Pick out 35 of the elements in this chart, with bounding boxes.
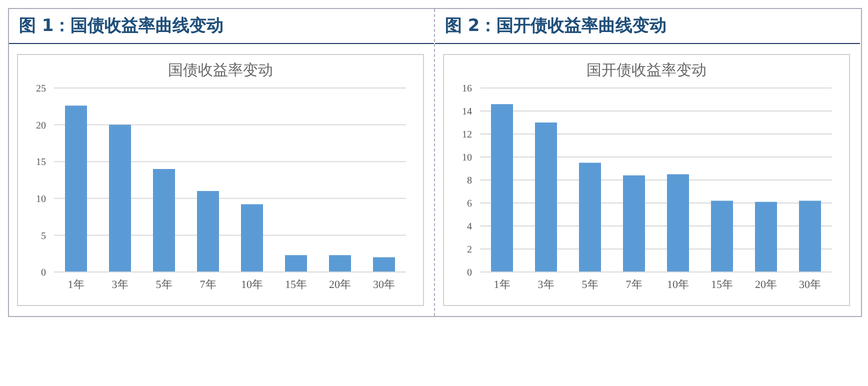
y-tick-label: 5 xyxy=(41,230,46,242)
chart-subtitle: 国债收益率变动 xyxy=(167,61,274,80)
chart-title: 图 2：国开债收益率曲线变动 xyxy=(435,9,860,44)
x-tick-label: 15年 xyxy=(711,278,733,291)
y-tick-label: 4 xyxy=(467,222,472,233)
x-tick-label: 15年 xyxy=(285,278,307,291)
x-tick-label: 1年 xyxy=(494,278,510,291)
x-tick-label: 20年 xyxy=(329,278,351,291)
y-tick-label: 0 xyxy=(41,268,46,279)
y-tick-label: 10 xyxy=(36,194,46,205)
y-tick-label: 2 xyxy=(467,244,472,256)
x-tick-label: 10年 xyxy=(667,278,689,291)
y-tick-label: 12 xyxy=(462,130,472,141)
chart-subtitle: 国开债收益率变动 xyxy=(586,61,708,80)
x-tick-label: 3年 xyxy=(538,278,554,291)
x-tick-label: 10年 xyxy=(241,278,263,291)
x-tick-label: 30年 xyxy=(373,278,395,291)
x-tick-label: 5年 xyxy=(156,278,172,291)
y-tick-label: 0 xyxy=(467,268,472,279)
y-tick-label: 6 xyxy=(467,198,472,210)
x-tick-label: 30年 xyxy=(799,278,821,291)
y-tick-label: 25 xyxy=(36,84,46,95)
x-tick-label: 1年 xyxy=(68,278,84,291)
y-tick-label: 10 xyxy=(462,152,472,164)
x-tick-label: 7年 xyxy=(200,278,216,291)
y-tick-label: 20 xyxy=(36,120,46,132)
y-tick-label: 16 xyxy=(462,84,472,95)
x-tick-label: 3年 xyxy=(112,278,128,291)
x-tick-label: 5年 xyxy=(582,278,598,291)
chart-title: 图 1：国债收益率曲线变动 xyxy=(9,9,434,44)
x-tick-label: 20年 xyxy=(755,278,777,291)
x-tick-label: 7年 xyxy=(626,278,642,291)
y-tick-label: 14 xyxy=(462,106,472,118)
y-tick-label: 15 xyxy=(36,157,46,168)
y-tick-label: 8 xyxy=(467,176,472,187)
